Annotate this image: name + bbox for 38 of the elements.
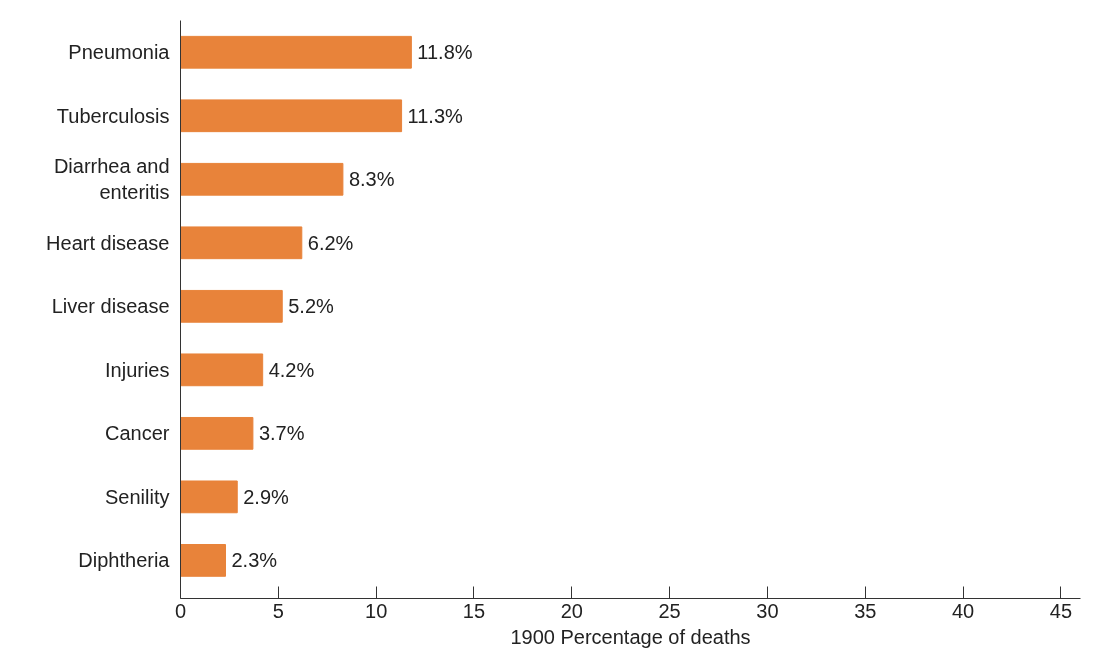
x-tick-label: 5 (272, 599, 284, 622)
y-tick-label: Tuberculosis (56, 104, 170, 127)
x-tick-label: 30 (756, 599, 779, 622)
bar (180, 99, 403, 133)
bar (180, 353, 264, 387)
y-tick-label: Heart disease (46, 231, 170, 254)
x-tick-label: 10 (365, 599, 388, 622)
data-label: 3.7% (258, 422, 305, 445)
data-label: 2.9% (243, 485, 290, 508)
x-tick-label: 35 (854, 599, 877, 622)
y-tick-label: Pneumonia (68, 41, 171, 64)
data-label: 6.2% (307, 231, 354, 254)
data-label: 4.2% (268, 358, 315, 381)
y-tick-label: Injuries (105, 358, 170, 381)
x-tick-label: 25 (658, 599, 681, 622)
data-label: 2.3% (231, 549, 278, 572)
data-label: 5.2% (288, 295, 335, 318)
y-tick-label: Senility (105, 485, 170, 508)
x-tick-label: 0 (174, 599, 187, 622)
y-tick-label: Diarrhea and enteritis (53, 155, 170, 204)
x-tick-label: 20 (560, 599, 583, 622)
y-tick-label: Cancer (105, 422, 170, 445)
bar (180, 480, 238, 514)
data-label: 11.8% (417, 41, 473, 64)
y-tick-label: Diphtheria (78, 549, 171, 572)
data-label: 11.3% (407, 104, 464, 127)
x-tick-label: 45 (1049, 599, 1073, 622)
data-label: 8.3% (348, 168, 395, 191)
bar (180, 162, 344, 196)
bar (180, 35, 412, 69)
x-axis-title: 1900 Percentage of deaths (510, 625, 751, 648)
bar (180, 289, 283, 323)
bar (180, 416, 254, 450)
x-tick-label: 15 (462, 599, 486, 622)
y-tick-label: Liver disease (51, 295, 170, 318)
x-tick-label: 40 (951, 599, 975, 622)
bar (180, 544, 226, 577)
bar (180, 226, 303, 260)
